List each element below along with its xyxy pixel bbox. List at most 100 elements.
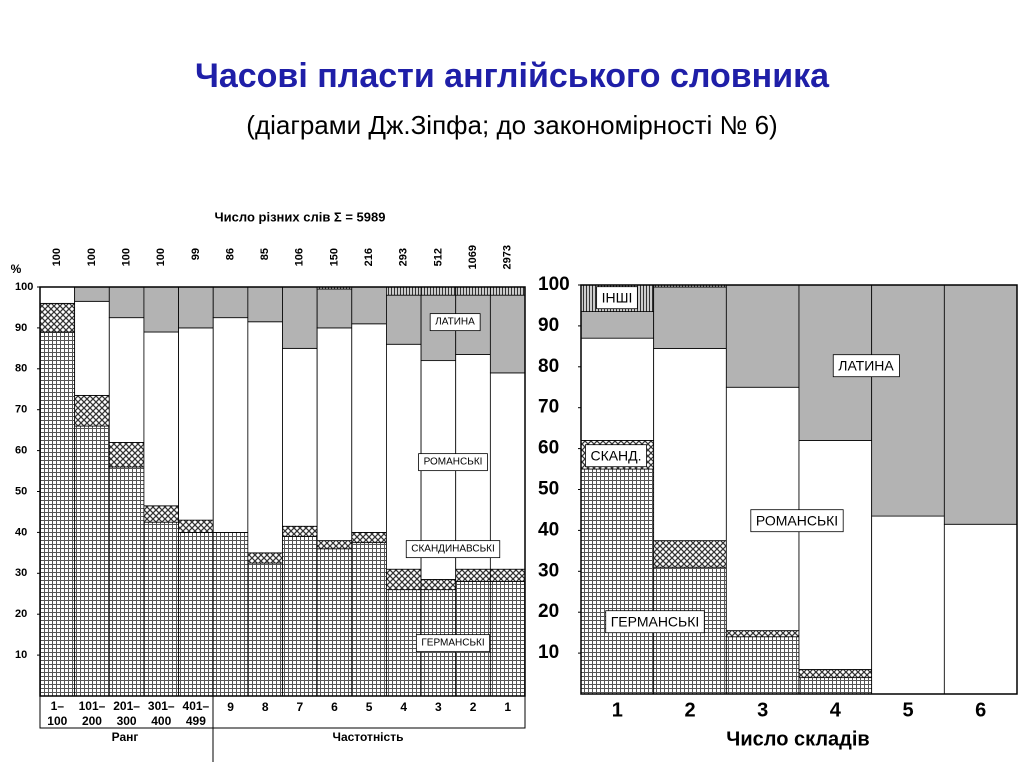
bar-segment: [178, 327, 214, 521]
x-axis-label: Частотність: [333, 730, 404, 744]
bar-segment: [351, 532, 387, 544]
y-tick-label: 50: [538, 479, 559, 500]
bar-segment: [580, 311, 655, 339]
x-tick-label: 101–: [79, 699, 106, 713]
x-tick-label: 301–: [148, 699, 175, 713]
bar-segment: [725, 386, 800, 632]
bar-segment: [943, 284, 1018, 525]
series-label-box: [750, 509, 844, 533]
slide-title: Часові пласти англійського словника: [195, 57, 830, 95]
bar-segment: [489, 294, 526, 374]
bar-segment: [580, 468, 655, 695]
x-tick-label: 100: [47, 714, 67, 728]
y-tick-label: 20: [15, 608, 27, 620]
bar-segment: [39, 331, 76, 697]
bar-segment: [282, 286, 318, 349]
bar-segment: [39, 286, 76, 304]
bar-segment: [39, 302, 76, 333]
y-tick-label: 10: [15, 649, 27, 661]
slide-subtitle: (діаграми Дж.Зіпфа; до закономірності № …: [246, 110, 777, 140]
series-label-box: [605, 610, 705, 634]
bar-segment: [871, 515, 945, 695]
y-tick-label: 40: [538, 519, 559, 540]
x-tick-label: 499: [186, 714, 206, 728]
x-tick-label: 400: [151, 714, 171, 728]
count-label: 106: [294, 248, 306, 266]
series-label: ГЕРМАНСЬКІ: [611, 614, 700, 630]
bar-segment: [247, 562, 283, 697]
x-tick-label: 6: [975, 699, 986, 721]
count-label: 1069: [467, 245, 479, 269]
x-tick-label: 1: [504, 700, 511, 714]
bar-segment: [143, 505, 179, 523]
y-tick-label: 100: [15, 281, 33, 293]
count-label: 100: [121, 248, 133, 266]
series-label-box: [418, 453, 488, 472]
series-label-box: [832, 354, 900, 378]
x-tick-label: 4: [400, 700, 407, 714]
y-tick-label: 80: [15, 363, 27, 375]
count-label: 85: [259, 248, 271, 260]
bar-segment: [212, 286, 249, 319]
y-tick-label: 50: [15, 485, 27, 497]
y-tick-label: 10: [538, 642, 559, 663]
bar-segment: [143, 521, 179, 697]
bar-segment: [798, 677, 873, 695]
bar-segment: [282, 525, 318, 537]
bar-segment: [420, 579, 457, 591]
bar-segment: [178, 519, 214, 533]
count-label: 100: [155, 248, 167, 266]
bar-segment: [420, 286, 457, 296]
bar-segment: [108, 466, 145, 697]
series-label: ІНШІ: [602, 290, 633, 306]
bar-segment: [74, 286, 110, 302]
chart-title: Число різних слів Σ = 5989: [215, 209, 386, 224]
x-tick-label: 201–: [113, 699, 140, 713]
bar-segment: [74, 300, 110, 396]
count-label: 100: [86, 248, 98, 266]
bar-segment: [351, 323, 387, 533]
bar-segment: [74, 394, 110, 427]
series-label: ЛАТИНА: [435, 317, 475, 328]
count-label: 86: [224, 248, 236, 260]
x-tick-label: 6: [331, 700, 338, 714]
bar-segment: [725, 284, 800, 388]
x-tick-label: 4: [830, 699, 842, 721]
x-tick-label: 1: [612, 699, 623, 721]
bar-segment: [871, 284, 945, 517]
bar-segment: [489, 581, 526, 697]
bar-segment: [247, 552, 283, 564]
series-label-box: [596, 286, 638, 310]
count-label: 99: [190, 248, 202, 260]
bar-segment: [653, 540, 727, 568]
x-tick-label: 401–: [183, 699, 210, 713]
series-label-box: [429, 313, 481, 332]
bar-segment: [653, 286, 727, 349]
category-box: [39, 695, 526, 729]
x-tick-label: 3: [435, 700, 442, 714]
series-label-box: [585, 444, 647, 468]
y-tick-label: 30: [538, 560, 559, 581]
bar-segment: [108, 442, 145, 468]
count-label: 293: [398, 248, 410, 266]
x-tick-label: 5: [902, 699, 913, 721]
count-label: 100: [51, 248, 63, 266]
x-axis-label: Ранг: [112, 730, 139, 744]
bar-segment: [316, 288, 353, 329]
bar-segment: [282, 347, 318, 527]
series-label-box: [415, 634, 491, 653]
bar-segment: [316, 540, 353, 550]
bar-segment: [143, 286, 179, 333]
y-tick-label: 60: [15, 445, 27, 457]
bar-segment: [489, 286, 526, 296]
y-tick-label: 100: [538, 274, 570, 295]
y-tick-label: 70: [538, 397, 559, 418]
x-tick-label: 300: [117, 714, 137, 728]
bar-segment: [282, 536, 318, 697]
series-label: СКАНДИНАВСЬКІ: [411, 544, 495, 555]
series-label: ЛАТИНА: [838, 358, 894, 374]
series-label: ГЕРМАНСЬКІ: [421, 638, 484, 649]
bar-segment: [455, 286, 491, 296]
x-tick-label: 5: [366, 700, 373, 714]
x-tick-label: 9: [227, 700, 234, 714]
